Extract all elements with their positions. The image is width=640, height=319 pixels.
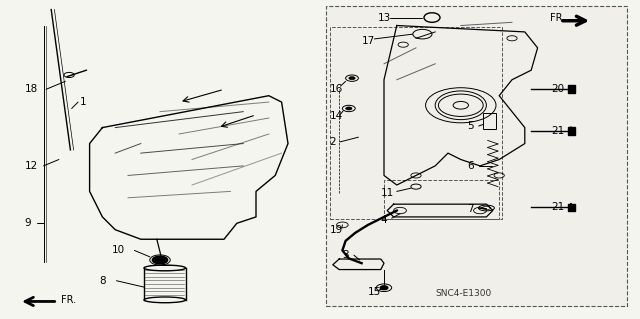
Text: 17: 17 (362, 36, 375, 47)
Bar (483, 113, 496, 129)
Text: 9: 9 (24, 218, 31, 228)
Text: 6: 6 (467, 161, 474, 171)
Circle shape (346, 107, 352, 110)
Text: 3: 3 (342, 250, 349, 260)
Text: 11: 11 (381, 188, 394, 198)
Text: FR.: FR. (61, 295, 76, 305)
Text: 13: 13 (378, 12, 391, 23)
Text: 19: 19 (330, 225, 344, 235)
Text: 18: 18 (24, 84, 38, 94)
Bar (384, 180, 499, 219)
Text: 21: 21 (552, 202, 565, 212)
Text: 8: 8 (99, 276, 106, 286)
Text: FR.: FR. (550, 13, 566, 23)
Text: 21: 21 (552, 126, 565, 136)
Text: SNC4-E1300: SNC4-E1300 (435, 289, 492, 298)
Text: 5: 5 (467, 121, 474, 131)
Bar (568, 127, 575, 135)
Bar (568, 85, 575, 93)
Text: 10: 10 (112, 245, 125, 256)
Circle shape (380, 286, 388, 290)
Text: 4: 4 (381, 215, 387, 225)
Text: 1: 1 (80, 97, 86, 107)
Text: 15: 15 (368, 287, 381, 297)
Text: 12: 12 (24, 161, 38, 171)
Text: 16: 16 (330, 84, 343, 94)
Bar (326, 6, 627, 306)
Circle shape (152, 256, 168, 264)
Circle shape (349, 77, 355, 80)
Text: 14: 14 (330, 111, 343, 122)
Bar (568, 204, 575, 211)
Text: 7: 7 (467, 204, 474, 214)
Text: 2: 2 (330, 137, 336, 147)
Text: 20: 20 (552, 84, 565, 94)
Bar (330, 27, 502, 219)
